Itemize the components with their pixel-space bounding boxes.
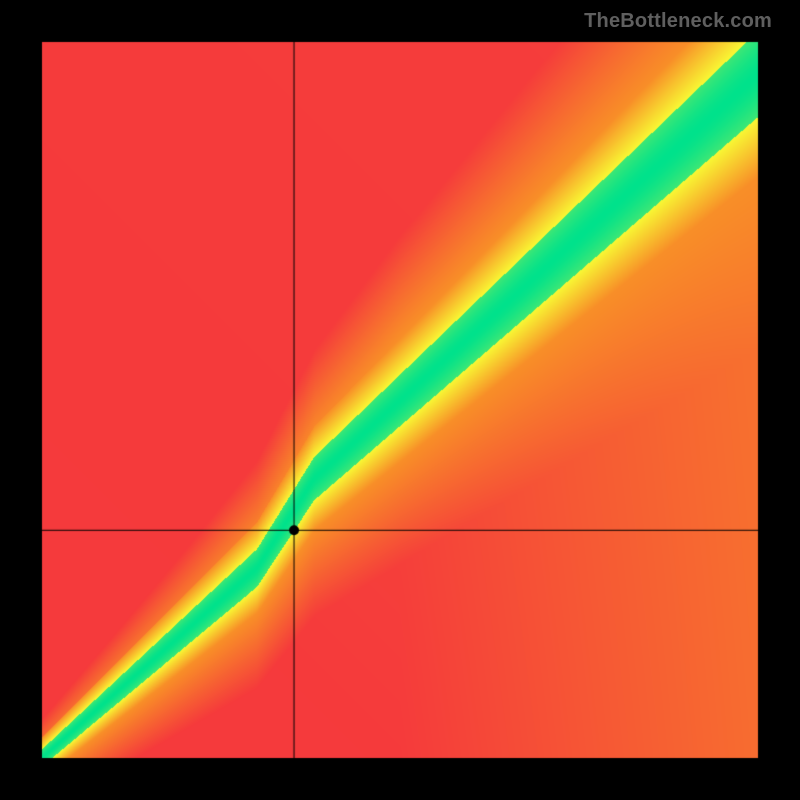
bottleneck-heatmap (0, 0, 800, 800)
watermark-text: TheBottleneck.com (584, 10, 772, 33)
chart-container: TheBottleneck.com (0, 0, 800, 800)
